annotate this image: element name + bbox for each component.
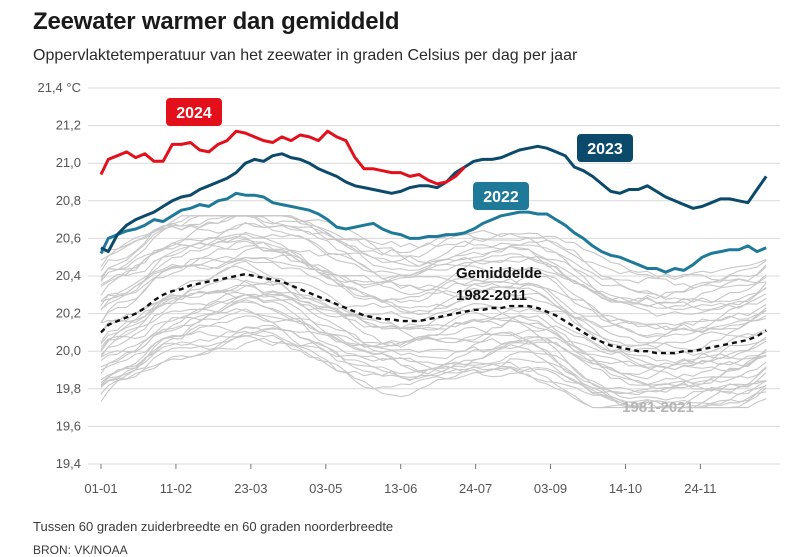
history-year-line <box>100 238 767 337</box>
history-year-line <box>100 242 767 309</box>
history-year-line <box>100 330 767 396</box>
history-year-line <box>100 324 767 409</box>
y-tick-label: 19,6 <box>56 418 81 433</box>
history-year-line <box>100 247 767 351</box>
label-box <box>166 98 222 126</box>
x-tick-label: 13-06 <box>384 481 417 496</box>
history-range-label: 1981-2021 <box>622 399 694 416</box>
label-text: 2024 <box>176 105 212 122</box>
history-year-line <box>100 222 767 304</box>
history-year-line <box>100 221 767 304</box>
x-axis: 01-01 11-02 23-03 03-05 13-06 24-07 03-09 14-10… <box>84 464 717 496</box>
chart-title: Zeewater warmer dan gemiddeld <box>33 8 400 35</box>
average-label: 1982-2011 <box>456 287 527 304</box>
average-label: Gemiddelde <box>456 265 542 282</box>
y-tick-label: 20,8 <box>56 193 81 208</box>
label-box <box>473 182 529 210</box>
history-year-line <box>100 215 767 280</box>
x-tick-label: 23-03 <box>234 481 267 496</box>
history-lines <box>100 215 767 409</box>
series-lines <box>99 129 768 355</box>
series-label-2022: 2022 <box>473 182 529 210</box>
series-label-2023: 2023 <box>577 134 633 162</box>
label-box <box>577 134 633 162</box>
footnote: Tussen 60 graden zuiderbreedte en 60 gra… <box>33 519 394 534</box>
history-year-line <box>100 240 767 339</box>
history-year-line <box>100 215 767 289</box>
x-tick-label: 01-01 <box>84 481 117 496</box>
label-text: 2022 <box>483 189 519 206</box>
series-labels: 2024 2023 2022 Gemiddelde 1982-2011 1981-2021 <box>166 98 694 416</box>
source: BRON: VK/NOAA <box>33 543 128 557</box>
x-tick-label: 14-10 <box>609 481 642 496</box>
history-year-line <box>100 293 767 385</box>
series-line-2023 <box>100 144 768 254</box>
series-label-2024: 2024 <box>166 98 222 126</box>
history-year-line <box>100 327 767 409</box>
y-tick-label: 20,0 <box>56 343 81 358</box>
y-tick-label: 21,2 <box>56 118 81 133</box>
history-year-line <box>100 265 767 349</box>
x-tick-label: 03-05 <box>309 481 342 496</box>
chart-subtitle: Oppervlaktetemperatuur van het zeewater … <box>33 47 578 64</box>
history-year-line <box>100 325 767 407</box>
x-tick-label: 24-11 <box>684 481 716 496</box>
y-tick-label: 19,4 <box>56 456 81 471</box>
history-year-line <box>100 215 767 298</box>
history-year-line <box>100 233 767 317</box>
series-line-2024 <box>99 129 466 186</box>
history-year-line <box>100 278 767 380</box>
x-tick-label: 11-02 <box>160 481 192 496</box>
y-tick-label: 20,4 <box>56 268 81 283</box>
y-axis: 19,4 19,6 19,8 20,0 20,2 20,4 20,6 20,8 21,0 21,2… <box>37 80 81 471</box>
series-line-gemiddelde <box>100 272 767 355</box>
history-year-line <box>100 260 767 368</box>
label-text: 2023 <box>587 141 623 158</box>
y-tick-label: 19,8 <box>56 381 81 396</box>
history-year-line <box>100 294 767 390</box>
y-tick-label: 21,0 <box>56 155 81 170</box>
history-year-line <box>100 301 767 388</box>
x-tick-label: 03-09 <box>534 481 567 496</box>
history-year-line <box>100 308 767 395</box>
history-year-line <box>100 308 767 393</box>
y-tick-label: 21,4 °C <box>37 80 81 95</box>
history-year-line <box>100 255 767 332</box>
series-line-2022 <box>99 191 767 274</box>
history-year-line <box>100 279 767 369</box>
y-tick-label: 20,6 <box>56 230 81 245</box>
history-year-line <box>100 281 767 366</box>
y-tick-label: 20,2 <box>56 306 81 321</box>
history-year-line <box>100 254 767 334</box>
x-tick-label: 24-07 <box>459 481 492 496</box>
